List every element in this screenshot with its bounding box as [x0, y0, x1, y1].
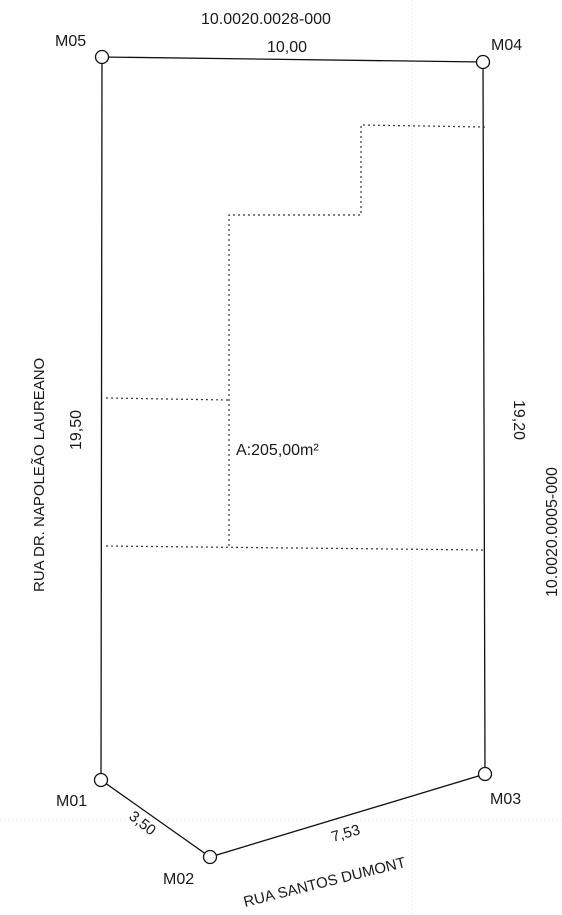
dotted-divider-line	[105, 545, 486, 551]
dotted-building-outline	[228, 124, 486, 546]
right-lot-id: 10.0020.0005-000	[544, 467, 561, 597]
marker-m04-point	[475, 54, 491, 70]
street-name-left: RUA DR. NAPOLEÃO LAUREANO	[31, 358, 48, 592]
marker-m01-point	[93, 772, 109, 788]
area-label: A:205,00m²	[236, 442, 319, 459]
dotted-partition-line	[105, 397, 229, 401]
marker-label-m03: M03	[490, 791, 521, 808]
marker-label-m04: M04	[491, 37, 522, 54]
dimension-right: 19,20	[510, 400, 527, 440]
marker-m02-point	[202, 849, 218, 865]
dimension-bottom-right: 7,53	[329, 821, 362, 845]
lot-boundary	[100, 56, 486, 858]
dimension-left: 19,50	[68, 410, 85, 450]
dimension-bottom-left: 3,50	[126, 808, 159, 839]
marker-label-m02: M02	[163, 871, 194, 888]
marker-m03-point	[477, 766, 493, 782]
street-name-bottom: RUA SANTOS DUMONT	[242, 854, 408, 911]
marker-label-m01: M01	[56, 793, 87, 810]
marker-m05-point	[94, 49, 110, 65]
top-lot-id: 10.0020.0028-000	[201, 11, 331, 28]
dimension-top: 10,00	[267, 39, 307, 56]
marker-label-m05: M05	[55, 33, 86, 50]
